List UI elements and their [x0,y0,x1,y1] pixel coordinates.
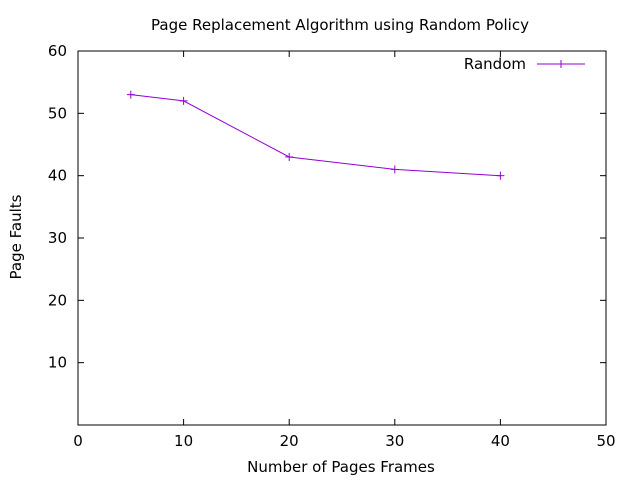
y-tick-label: 30 [48,229,67,247]
x-tick-label: 0 [73,432,83,450]
x-axis: 0 10 20 30 40 50 [73,51,616,450]
series-line-random [130,94,501,177]
plot-frame [77,50,607,426]
legend-label-random: Random [464,55,526,73]
x-tick-label: 20 [280,432,299,450]
y-axis: 10 20 30 40 50 60 [48,42,606,372]
data-point-random [390,165,399,174]
y-axis-title: Page Faults [7,194,25,279]
y-tick-label: 20 [48,291,67,309]
y-tick-label: 50 [48,104,67,122]
y-tick-label: 10 [48,354,67,372]
plot-border [77,50,607,426]
x-tick-label: 50 [596,432,615,450]
y-tick-label: 40 [48,167,67,185]
data-point-random [496,171,505,180]
y-tick-label: 60 [48,42,67,60]
data-point-random [126,90,135,99]
x-axis-title: Number of Pages Frames [247,458,435,476]
x-tick-label: 40 [491,432,510,450]
legend: Random [464,55,585,73]
data-point-random [285,152,294,161]
x-tick-label: 30 [385,432,404,450]
data-point-random [179,96,188,105]
x-tick-label: 10 [174,432,193,450]
series-layer [126,90,505,180]
chart-title: Page Replacement Algorithm using Random … [151,16,529,34]
